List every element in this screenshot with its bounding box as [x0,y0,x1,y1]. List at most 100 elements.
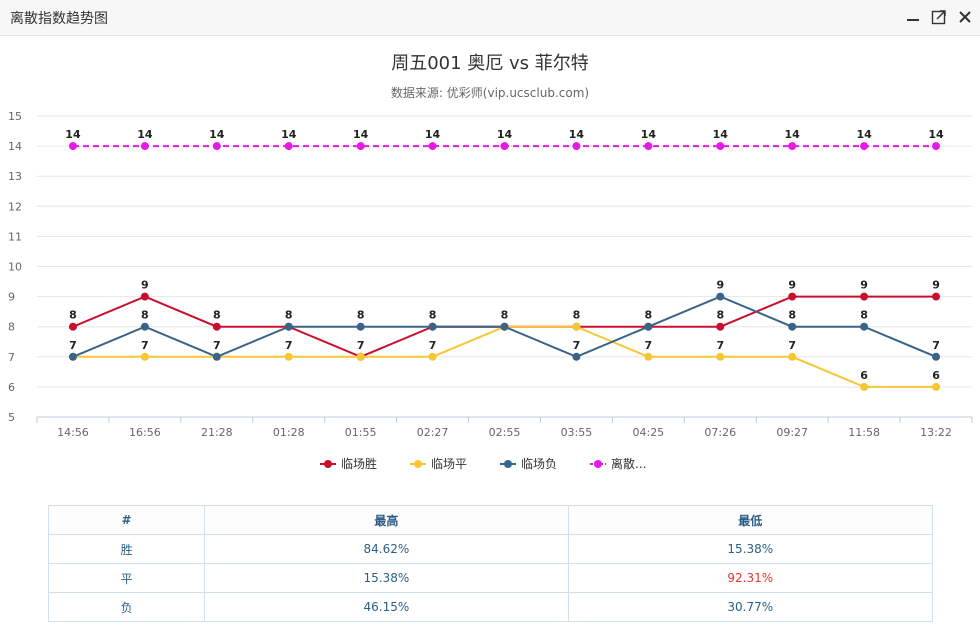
high-value: 84.62% [204,534,569,564]
stats-table: # 最高 最低 胜 84.62% 15.38% 平 15.38% 92.31% … [47,505,934,622]
data-label: 7 [932,339,940,352]
data-point[interactable] [428,142,437,151]
data-point[interactable] [356,322,365,331]
data-point[interactable] [140,292,149,301]
data-point[interactable] [356,352,365,361]
y-tick-label: 13 [8,170,22,183]
minimize-icon[interactable] [904,8,922,26]
data-label: 7 [645,339,653,352]
data-point[interactable] [716,292,725,301]
data-point[interactable] [932,142,941,151]
data-point[interactable] [788,352,797,361]
data-point[interactable] [572,352,581,361]
x-tick-label: 04:25 [632,426,664,439]
data-point[interactable] [788,142,797,151]
data-point[interactable] [644,352,653,361]
x-tick-label: 13:22 [920,426,952,439]
data-label: 8 [213,309,221,322]
data-point[interactable] [140,352,149,361]
data-point[interactable] [860,142,869,151]
data-label: 6 [860,369,868,382]
legend-label: 临场平 [431,457,467,471]
high-value: 46.15% [204,592,569,622]
data-point[interactable] [932,382,941,391]
close-icon[interactable] [956,8,974,26]
table-header: 最高 [204,505,569,535]
data-label: 9 [141,279,149,292]
data-point[interactable] [500,322,509,331]
data-point[interactable] [284,142,293,151]
x-tick-label: 09:27 [776,426,808,439]
data-point[interactable] [716,142,725,151]
data-point[interactable] [356,142,365,151]
grid [37,115,972,388]
chart-title: 周五001 奥厄 vs 菲尔特 [391,53,589,74]
table-row: 负 46.15% 30.77% [47,592,934,622]
x-tick-label: 03:55 [561,426,593,439]
legend-item[interactable]: 临场平 [410,457,467,471]
data-label: 14 [785,128,801,141]
data-point[interactable] [212,142,221,151]
data-label: 14 [209,128,225,141]
legend[interactable]: 临场胜 临场平 临场负 离散... [320,456,646,471]
data-point[interactable] [860,322,869,331]
legend-item[interactable]: 临场胜 [320,456,377,471]
data-label: 14 [497,128,513,141]
data-label: 14 [856,128,872,141]
data-label: 14 [65,128,81,141]
data-point[interactable] [68,352,77,361]
data-point[interactable] [932,352,941,361]
data-point[interactable] [212,352,221,361]
data-label: 8 [501,309,509,322]
chart-subtitle: 数据来源: 优彩师(vip.ucsclub.com) [391,85,589,100]
data-point[interactable] [428,322,437,331]
data-point[interactable] [140,142,149,151]
trend-chart: 周五001 奥厄 vs 菲尔特 数据来源: 优彩师(vip.ucsclub.co… [8,53,973,471]
data-label: 6 [932,369,940,382]
low-value: 30.77% [567,592,934,622]
data-point[interactable] [572,142,581,151]
data-point[interactable] [284,352,293,361]
x-axis: 5 6 7 8 9 10 11 12 13 14 15 14:56 16:56 21:28 01:28 01:… [8,110,973,439]
data-point[interactable] [500,142,509,151]
x-tick-label: 01:55 [345,426,377,439]
data-label: 8 [141,309,149,322]
series-lines [68,142,941,391]
legend-item[interactable]: 离散... [590,456,646,471]
legend-item[interactable]: 临场负 [500,457,557,471]
data-labels: 7 8 14 7 8 9 14 7 8 14 7 8 14 7 8 14 7 8 14 8 14 7 8 14 7 8 14 7 8 9 1… [65,128,944,382]
table-row: 胜 84.62% 15.38% [47,534,934,564]
data-point[interactable] [428,352,437,361]
data-label: 14 [641,128,657,141]
data-point[interactable] [788,292,797,301]
data-point[interactable] [140,322,149,331]
data-point[interactable] [716,352,725,361]
x-tick-label: 11:58 [848,426,880,439]
y-tick-label: 11 [8,230,22,243]
x-tick-label: 02:55 [489,426,521,439]
data-point[interactable] [860,382,869,391]
data-point[interactable] [572,322,581,331]
legend-marker [594,460,602,468]
data-point[interactable] [284,322,293,331]
maximize-icon[interactable] [930,8,948,26]
data-point[interactable] [644,322,653,331]
y-tick-label: 7 [8,351,15,364]
data-point[interactable] [68,142,77,151]
legend-label: 离散... [611,456,646,471]
data-point[interactable] [644,142,653,151]
data-point[interactable] [68,322,77,331]
data-point[interactable] [212,322,221,331]
window-titlebar: 离散指数趋势图 [0,0,980,36]
data-point[interactable] [716,322,725,331]
legend-label: 临场胜 [341,456,377,471]
data-point[interactable] [932,292,941,301]
data-point[interactable] [860,292,869,301]
data-label: 8 [357,309,365,322]
data-label: 9 [860,279,868,292]
data-label: 8 [860,309,868,322]
data-point[interactable] [788,322,797,331]
data-label: 7 [573,339,581,352]
table-row: 平 15.38% 92.31% [47,563,934,593]
data-label: 14 [569,128,585,141]
